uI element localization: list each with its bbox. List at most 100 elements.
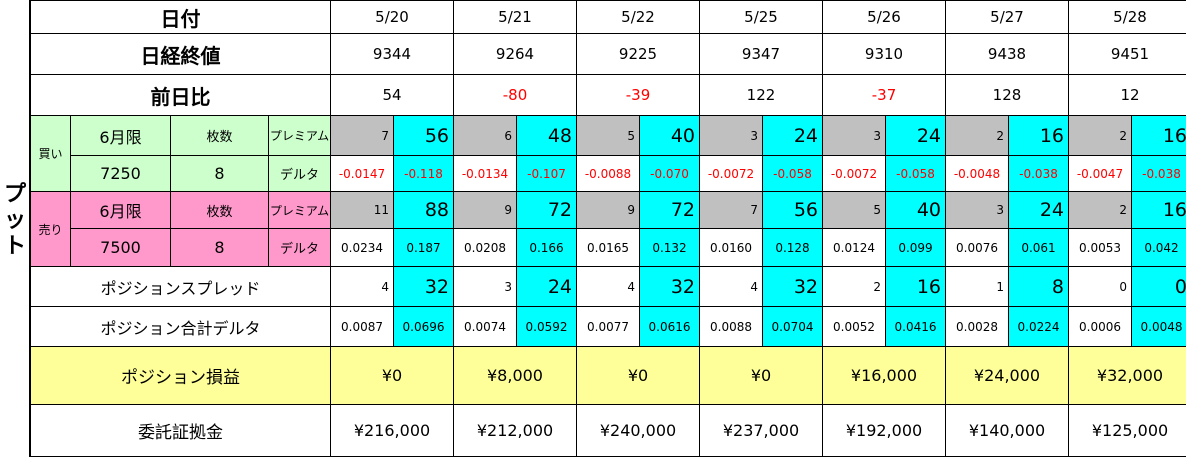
- buy-qty-label: 枚数: [170, 115, 269, 156]
- close-header: 日経終値: [30, 33, 331, 75]
- sell-premium-label: プレミアム: [268, 191, 331, 229]
- sell-premium-total: 24: [1008, 191, 1069, 229]
- pnl-cell: ¥24,000: [945, 346, 1069, 405]
- buy-delta-total: -0.058: [885, 155, 946, 192]
- buy-strike: 7250: [70, 155, 171, 192]
- sell-premium-total: 88: [393, 191, 454, 229]
- margin-cell: ¥237,000: [699, 404, 823, 457]
- buy-premium-total: 48: [516, 115, 577, 156]
- put-label: プット: [3, 182, 26, 259]
- margin-cell: ¥125,000: [1068, 404, 1186, 457]
- margin-cell: ¥240,000: [576, 404, 700, 457]
- row-sell-premium: 売り 6月限 枚数 プレミアム 11 88 9 72 9 72 7 56 5 4…: [30, 191, 1186, 267]
- spread-unit: 1: [945, 266, 1009, 307]
- net-delta-total: 0.0416: [885, 306, 946, 347]
- net-delta-unit: 0.0074: [453, 306, 517, 347]
- sell-delta-total: 0.166: [516, 228, 577, 267]
- sell-delta-total: 0.132: [639, 228, 700, 267]
- close-cell: 9347: [699, 33, 823, 75]
- spread-label: ポジションスプレッド: [30, 266, 331, 307]
- net-delta-unit: 0.0087: [330, 306, 394, 347]
- net-delta-total: 0.0704: [762, 306, 823, 347]
- buy-delta-unit: -0.0147: [330, 155, 394, 192]
- buy-delta-total: -0.107: [516, 155, 577, 192]
- sell-delta-total: 0.042: [1131, 228, 1186, 267]
- sell-delta-unit: 0.0208: [453, 228, 517, 267]
- net-delta-unit: 0.0006: [1068, 306, 1132, 347]
- net-delta-unit: 0.0028: [945, 306, 1009, 347]
- sell-premium-total: 72: [516, 191, 577, 229]
- change-cell: -39: [576, 74, 700, 116]
- row-margin: 委託証拠金 ¥216,000 ¥212,000 ¥240,000 ¥237,00…: [30, 404, 1186, 457]
- buy-delta-unit: -0.0072: [822, 155, 886, 192]
- net-delta-unit: 0.0077: [576, 306, 640, 347]
- date-cell: 5/27: [945, 0, 1069, 34]
- date-cell: 5/28: [1068, 0, 1186, 34]
- buy-premium-total: 16: [1008, 115, 1069, 156]
- date-cell: 5/20: [330, 0, 454, 34]
- buy-side-label: 買い: [30, 115, 71, 192]
- sell-month: 6月限: [70, 191, 171, 229]
- buy-premium-unit: 7: [330, 115, 394, 156]
- table-body: 日付 5/20 5/21 5/22 5/25 5/26 5/27 5/28 日経…: [30, 0, 1186, 457]
- sell-premium-total: 56: [762, 191, 823, 229]
- row-close: 日経終値 9344 9264 9225 9347 9310 9438 9451: [30, 33, 1186, 75]
- date-cell: 5/26: [822, 0, 946, 34]
- pnl-label: ポジション損益: [30, 346, 331, 405]
- date-cell: 5/21: [453, 0, 577, 34]
- spread-unit: 3: [453, 266, 517, 307]
- sell-delta-label: デルタ: [268, 228, 331, 267]
- sell-delta-unit: 0.0165: [576, 228, 640, 267]
- buy-premium-total: 24: [885, 115, 946, 156]
- buy-delta-total: -0.038: [1131, 155, 1186, 192]
- margin-cell: ¥140,000: [945, 404, 1069, 457]
- buy-premium-unit: 2: [945, 115, 1009, 156]
- buy-qty: 8: [170, 155, 269, 192]
- buy-premium-unit: 2: [1068, 115, 1132, 156]
- spread-unit: 4: [330, 266, 394, 307]
- buy-premium-total: 16: [1131, 115, 1186, 156]
- sell-delta-unit: 0.0160: [699, 228, 763, 267]
- buy-premium-unit: 5: [576, 115, 640, 156]
- sell-delta-unit: 0.0076: [945, 228, 1009, 267]
- net-delta-total: 0.0048: [1131, 306, 1186, 347]
- row-date: 日付 5/20 5/21 5/22 5/25 5/26 5/27 5/28: [30, 0, 1186, 34]
- buy-delta-total: -0.118: [393, 155, 454, 192]
- sell-side-label: 売り: [30, 191, 71, 267]
- close-cell: 9344: [330, 33, 454, 75]
- buy-delta-unit: -0.0134: [453, 155, 517, 192]
- margin-cell: ¥192,000: [822, 404, 946, 457]
- sell-premium-total: 72: [639, 191, 700, 229]
- spread-total: 16: [885, 266, 946, 307]
- buy-delta-label: デルタ: [268, 155, 331, 192]
- sell-premium-total: 40: [885, 191, 946, 229]
- change-cell: 54: [330, 74, 454, 116]
- buy-delta-total: -0.038: [1008, 155, 1069, 192]
- pnl-cell: ¥32,000: [1068, 346, 1186, 405]
- net-delta-total: 0.0224: [1008, 306, 1069, 347]
- sell-premium-unit: 7: [699, 191, 763, 229]
- buy-premium-unit: 3: [699, 115, 763, 156]
- date-cell: 5/22: [576, 0, 700, 34]
- sell-premium-unit: 9: [453, 191, 517, 229]
- buy-premium-total: 56: [393, 115, 454, 156]
- row-buy-delta: 7250 8 デルタ -0.0147 -0.118 -0.0134 -0.107…: [31, 155, 1186, 192]
- net-delta-label: ポジション合計デルタ: [30, 306, 331, 347]
- spread-unit: 2: [822, 266, 886, 307]
- change-cell: 128: [945, 74, 1069, 116]
- sell-delta-total: 0.061: [1008, 228, 1069, 267]
- pnl-cell: ¥16,000: [822, 346, 946, 405]
- put-spread-table: 日付 5/20 5/21 5/22 5/25 5/26 5/27 5/28 日経…: [30, 0, 1186, 457]
- margin-cell: ¥216,000: [330, 404, 454, 457]
- sell-delta-total: 0.128: [762, 228, 823, 267]
- close-cell: 9310: [822, 33, 946, 75]
- net-delta-total: 0.0592: [516, 306, 577, 347]
- change-cell: -37: [822, 74, 946, 116]
- spread-total: 8: [1008, 266, 1069, 307]
- sell-delta-unit: 0.0234: [330, 228, 394, 267]
- margin-cell: ¥212,000: [453, 404, 577, 457]
- pnl-cell: ¥0: [576, 346, 700, 405]
- close-cell: 9438: [945, 33, 1069, 75]
- sell-delta-total: 0.099: [885, 228, 946, 267]
- buy-delta-unit: -0.0048: [945, 155, 1009, 192]
